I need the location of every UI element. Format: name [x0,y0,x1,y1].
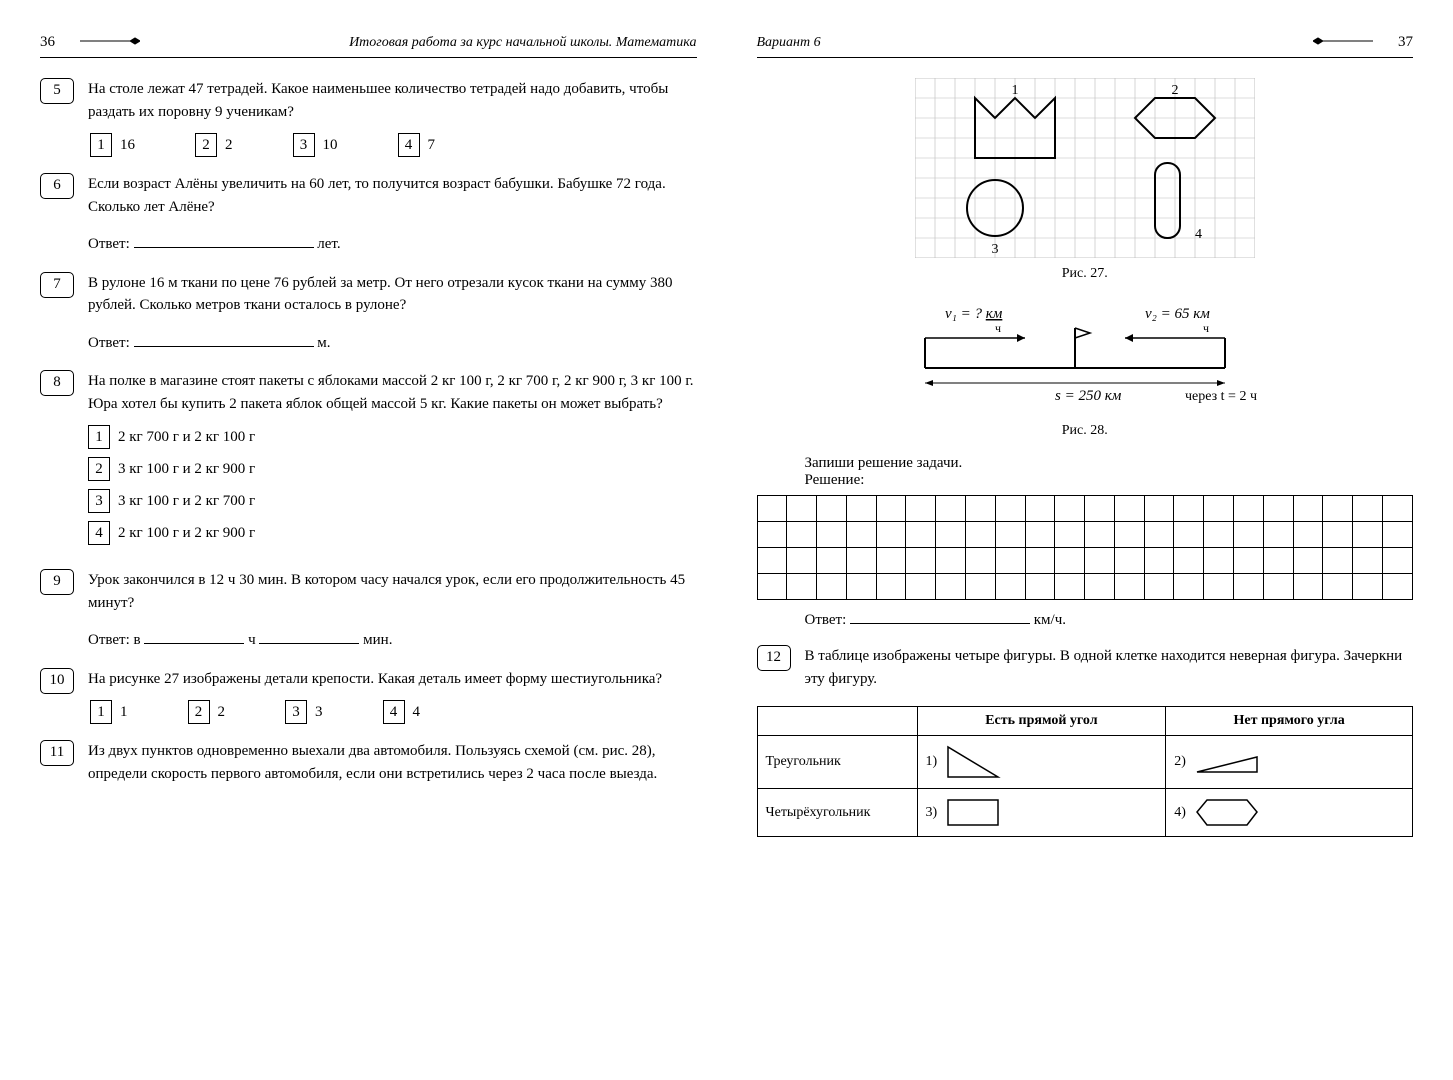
cell-4[interactable]: 4) [1166,789,1413,837]
task-number: 6 [40,173,74,199]
option-3[interactable]: 33 [285,700,323,724]
task-number: 7 [40,272,74,298]
page-title: Итоговая работа за курс начальной школы.… [150,35,697,51]
pencil-icon [1303,34,1373,51]
page-number: 36 [40,34,80,51]
page-left: 36 Итоговая работа за курс начальной шко… [10,20,727,1060]
solution-block: Запиши решение задачи. Решение: [805,455,1414,489]
task-12: 12 В таблице изображены четыре фигуры. В… [757,645,1414,690]
task-text: В рулоне 16 м ткани по цене 76 рублей за… [88,272,697,317]
answer-blank[interactable] [134,329,314,347]
fig28-v2: v₂ = 65 км [1145,306,1210,322]
cell-2[interactable]: 2) [1166,736,1413,789]
option-2[interactable]: 22 [195,133,233,157]
task-7: 7 В рулоне 16 м ткани по цене 76 рублей … [40,272,697,355]
answer-blank[interactable] [134,230,314,248]
task-text: На столе лежат 47 тетрадей. Какое наимен… [88,78,697,123]
svg-text:ч: ч [995,321,1001,335]
option-2[interactable]: 23 кг 100 г и 2 кг 900 г [88,457,697,481]
fig28-v1: v₁ = ? км [945,306,1003,322]
fig27-label-4: 4 [1195,227,1202,242]
header-left: 36 Итоговая работа за курс начальной шко… [40,30,697,58]
header-right: Вариант 6 37 [757,30,1414,58]
task-5: 5 На столе лежат 47 тетрадей. Какое наим… [40,78,697,157]
fig27-label-2: 2 [1171,83,1178,98]
task-number: 5 [40,78,74,104]
option-3[interactable]: 33 кг 100 г и 2 кг 700 г [88,489,697,513]
task-6: 6 Если возраст Алёны увеличить на 60 лет… [40,173,697,256]
task-text: В таблице изображены четыре фигуры. В од… [805,645,1414,690]
fig27-label-3: 3 [991,242,998,257]
task-number: 12 [757,645,791,671]
task-number: 11 [40,740,74,766]
page-title: Вариант 6 [757,35,1304,51]
cell-3[interactable]: 3) [917,789,1166,837]
task-text: На рисунке 27 изображены детали крепости… [88,668,697,691]
task-text: Из двух пунктов одновременно выехали два… [88,740,697,785]
option-4[interactable]: 44 [383,700,421,724]
task-text: На полке в магазине стоят пакеты с яблок… [88,370,697,415]
page-number: 37 [1373,34,1413,51]
task-number: 10 [40,668,74,694]
option-1[interactable]: 11 [90,700,128,724]
task-number: 8 [40,370,74,396]
fig28-s: s = 250 км [1055,388,1122,404]
fig28-t: через t = 2 ч [1185,389,1257,404]
option-2[interactable]: 22 [188,700,226,724]
fig27-caption: Рис. 27. [757,266,1414,282]
answer-blank-m[interactable] [259,626,359,644]
answer-blank[interactable] [850,606,1030,624]
pencil-icon [80,34,150,51]
task-number: 9 [40,569,74,595]
svg-text:ч: ч [1203,321,1209,335]
fig28-caption: Рис. 28. [757,423,1414,439]
page-right: Вариант 6 37 1 [727,20,1444,1060]
answer-blank-h[interactable] [144,626,244,644]
task-9: 9 Урок закончился в 12 ч 30 мин. В котор… [40,569,697,652]
task-10: 10 На рисунке 27 изображены детали крепо… [40,668,697,725]
option-1[interactable]: 116 [90,133,135,157]
task-8: 8 На полке в магазине стоят пакеты с ябл… [40,370,697,553]
option-3[interactable]: 310 [293,133,338,157]
task-11: 11 Из двух пунктов одновременно выехали … [40,740,697,785]
option-1[interactable]: 12 кг 700 г и 2 кг 100 г [88,425,697,449]
figure-27: 1 2 3 4 Рис. 27. [757,78,1414,282]
shapes-table: Есть прямой угол Нет прямого угла Треуго… [757,706,1414,837]
cell-1[interactable]: 1) [917,736,1166,789]
task-text: Урок закончился в 12 ч 30 мин. В котором… [88,569,697,614]
option-4[interactable]: 47 [398,133,436,157]
fig27-label-1: 1 [1011,83,1018,98]
solution-grid[interactable] [757,495,1414,600]
figure-28: v₁ = ? км ч v₂ = 65 км ч s = 250 км чере… [757,298,1414,439]
option-4[interactable]: 42 кг 100 г и 2 кг 900 г [88,521,697,545]
task-text: Если возраст Алёны увеличить на 60 лет, … [88,173,697,218]
